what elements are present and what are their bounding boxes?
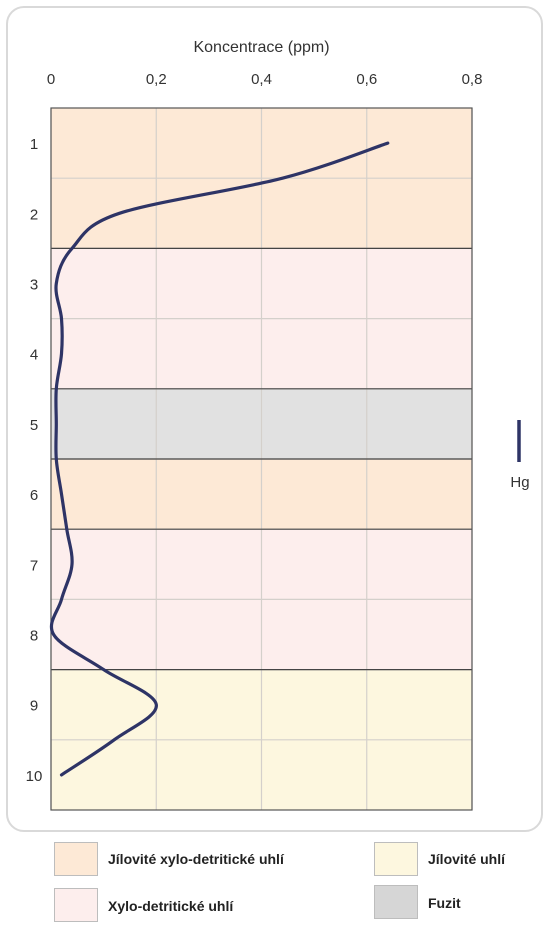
series-legend: Hg: [510, 420, 530, 491]
series-legend-label: Hg: [510, 474, 529, 491]
ticks-layer: 0 0,2 0,4 0,6 0,8 1 2 3 4 5 6 7 8 9 10: [26, 71, 483, 785]
y-tick-label-10: 10: [26, 768, 43, 785]
chart-svg: 0 0,2 0,4 0,6 0,8 1 2 3 4 5 6 7 8 9 10 Koncentrace (pp…: [26, 39, 530, 811]
legend-swatch-xylo: [54, 888, 98, 922]
x-axis-title: Koncentrace (ppm): [193, 39, 329, 56]
x-tick-label-4: 0,8: [462, 71, 483, 88]
x-tick-label-3: 0,6: [356, 71, 377, 88]
y-tick-label-2: 2: [30, 206, 38, 223]
x-tick-label-0: 0: [47, 71, 55, 88]
legend-label-fuzit: Fuzit: [428, 895, 461, 911]
series-line-hg: [49, 141, 390, 777]
y-tick-label-7: 7: [30, 557, 38, 574]
y-tick-label-6: 6: [30, 487, 38, 504]
border-layer: [50, 107, 473, 811]
legend-swatch-fuzit: [374, 885, 418, 919]
x-tick-label-1: 0,2: [146, 71, 167, 88]
y-tick-label-8: 8: [30, 628, 38, 645]
legend-label-jilovite-xylo: Jílovité xylo-detritické uhlí: [108, 851, 284, 867]
y-tick-label-4: 4: [30, 347, 38, 364]
line-layer: [49, 141, 390, 777]
y-tick-label-1: 1: [30, 136, 38, 153]
plot-border: [50, 107, 473, 811]
legend-swatch-jilovite: [374, 842, 418, 876]
chart-frame: [6, 6, 543, 832]
legend-label-jilovite: Jílovité uhlí: [428, 851, 506, 867]
legend-swatch-jilovite-xylo: [54, 842, 98, 876]
legend-label-xylo: Xylo-detritické uhlí: [108, 898, 234, 914]
x-tick-label-2: 0,4: [251, 71, 272, 88]
y-tick-label-5: 5: [30, 417, 38, 434]
y-tick-label-9: 9: [30, 698, 38, 715]
y-tick-label-3: 3: [30, 277, 38, 294]
